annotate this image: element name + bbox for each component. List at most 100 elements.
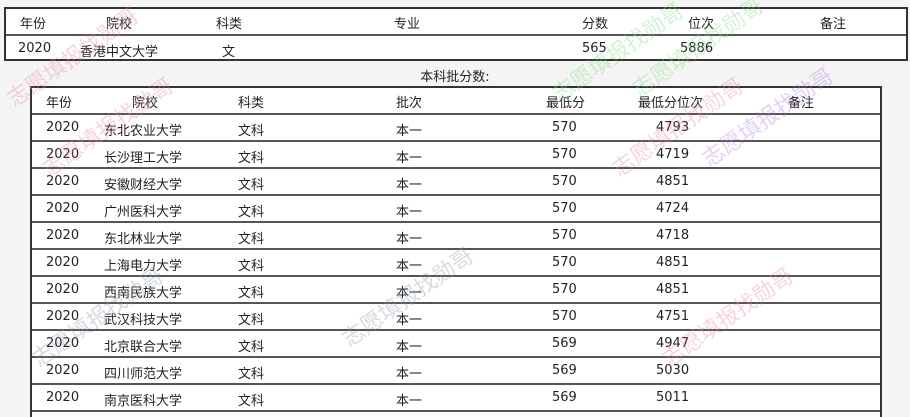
- cell-school: 四川师范大学: [104, 367, 183, 382]
- table-row: 2020 南京医科大学 文科 本一 569 5011: [32, 385, 880, 412]
- cell-year: 2020: [46, 363, 80, 378]
- cell-min-rank: 4718: [656, 228, 690, 243]
- cell-year: 2020: [46, 174, 80, 189]
- header-note: 备注: [788, 96, 815, 111]
- header-school: 院校: [106, 17, 133, 32]
- table-row: 2020 长沙理工大学 文科 本一 570 4719: [32, 142, 880, 169]
- cell-school: 安徽财经大学: [104, 178, 183, 193]
- cell-category: 文科: [238, 232, 265, 247]
- table-row: 2020 西南民族大学 文科 本一 570 4851: [32, 277, 880, 304]
- cell-min-score: 570: [552, 174, 577, 189]
- cell-min-score: 569: [552, 363, 577, 378]
- cell-min-score: 570: [552, 282, 577, 297]
- table-row: 2020 安徽财经大学 文科 本一 570 4851: [32, 169, 880, 196]
- header-year: 年份: [46, 96, 73, 111]
- cell-min-rank: 4851: [656, 282, 690, 297]
- cell-batch: 本一: [396, 205, 423, 220]
- cell-category: 文科: [238, 394, 265, 409]
- cell-min-rank: 4851: [656, 255, 690, 270]
- cell-category: 文科: [238, 124, 265, 139]
- header-school: 院校: [132, 96, 159, 111]
- cell-year: 2020: [46, 390, 80, 405]
- cell-min-score: 570: [552, 201, 577, 216]
- table-row: 2020 上海电力大学 文科 本一 570 4851: [32, 250, 880, 277]
- cell-batch: 本一: [396, 124, 423, 139]
- cell-year: 2020: [46, 309, 80, 324]
- header-batch: 批次: [396, 96, 423, 111]
- cell-score: 565: [582, 41, 607, 56]
- cell-min-rank: 5011: [656, 390, 690, 405]
- cell-school: 南京医科大学: [104, 394, 183, 409]
- cell-school: 上海电力大学: [104, 259, 183, 274]
- cell-school: 广州医科大学: [104, 205, 183, 220]
- cell-year: 2020: [46, 255, 80, 270]
- cell-category: 文科: [238, 367, 265, 382]
- cell-category: 文科: [238, 259, 265, 274]
- cell-category: 文科: [238, 313, 265, 328]
- cell-batch: 本一: [396, 178, 423, 193]
- cell-min-rank: 4793: [656, 120, 690, 135]
- cell-year: 2020: [46, 120, 80, 135]
- cell-year: 2020: [46, 228, 80, 243]
- table-row: 2020 东北农业大学 文科 本一 570 4793: [32, 115, 880, 142]
- top-table-header: 年份 院校 科类 专业 分数 位次 备注: [6, 9, 906, 36]
- cell-min-rank: 4719: [656, 147, 690, 162]
- cell-year: 2020: [46, 201, 80, 216]
- header-min-score: 最低分: [546, 96, 586, 111]
- cell-batch: 本一: [396, 340, 423, 355]
- cell-school: 香港中文大学: [80, 45, 159, 60]
- header-year: 年份: [20, 17, 47, 32]
- cell-batch: 本一: [396, 367, 423, 382]
- cell-batch: 本一: [396, 313, 423, 328]
- batch-table-header: 年份 院校 科类 批次 最低分 最低分位次 备注: [32, 88, 880, 115]
- cell-rank: 5886: [680, 41, 714, 56]
- header-category: 科类: [238, 96, 265, 111]
- cell-year: 2020: [46, 336, 80, 351]
- table-row: 2020 武汉科技大学 文科 本一 570 4751: [32, 304, 880, 331]
- cell-school: 长沙理工大学: [104, 151, 183, 166]
- cell-category: 文科: [238, 178, 265, 193]
- cell-min-score: 569: [552, 336, 577, 351]
- cell-batch: 本一: [396, 286, 423, 301]
- top-score-table: 年份 院校 科类 专业 分数 位次 备注 2020 香港中文大学 文 565 5…: [4, 7, 908, 61]
- table-row: 2020 广州医科大学 文科 本一 570 4724: [32, 196, 880, 223]
- cell-school: 西南民族大学: [104, 286, 183, 301]
- cell-min-score: 569: [552, 390, 577, 405]
- cell-category: 文科: [238, 205, 265, 220]
- cell-category: 文科: [238, 286, 265, 301]
- cell-batch: 本一: [396, 151, 423, 166]
- header-min-rank: 最低分位次: [638, 96, 704, 111]
- cell-category: 文科: [238, 340, 265, 355]
- header-rank: 位次: [688, 17, 715, 32]
- cell-year: 2020: [46, 282, 80, 297]
- cell-school: 武汉科技大学: [104, 313, 183, 328]
- cell-category: 文科: [238, 151, 265, 166]
- cell-batch: 本一: [396, 394, 423, 409]
- batch-score-table: 年份 院校 科类 批次 最低分 最低分位次 备注 2020 东北农业大学 文科 本一 5…: [30, 86, 882, 417]
- cell-year: 2020: [18, 41, 52, 56]
- cell-batch: 本一: [396, 232, 423, 247]
- cell-min-score: 570: [552, 255, 577, 270]
- cell-school: 北京联合大学: [104, 340, 183, 355]
- cell-min-score: 570: [552, 147, 577, 162]
- cell-category: 文: [222, 45, 236, 60]
- cell-min-rank: 4947: [656, 336, 690, 351]
- table-row: 2020 东北林业大学 文科 本一 570 4718: [32, 223, 880, 250]
- cell-school: 东北农业大学: [104, 124, 183, 139]
- cell-year: 2020: [46, 147, 80, 162]
- header-major: 专业: [394, 17, 421, 32]
- cell-min-score: 570: [552, 309, 577, 324]
- header-note: 备注: [820, 17, 847, 32]
- cell-min-score: 570: [552, 120, 577, 135]
- table-row: 2020 香港中文大学 文 565 5886: [6, 36, 906, 63]
- cell-min-rank: 5030: [656, 363, 690, 378]
- cell-min-score: 570: [552, 228, 577, 243]
- cell-batch: 本一: [396, 259, 423, 274]
- header-category: 科类: [216, 17, 243, 32]
- table-row: 2020 四川师范大学 文科 本一 569 5030: [32, 358, 880, 385]
- cell-school: 东北林业大学: [104, 232, 183, 247]
- table-row: 2020 北京联合大学 文科 本一 569 4947: [32, 331, 880, 358]
- header-score: 分数: [582, 17, 609, 32]
- cell-min-rank: 4724: [656, 201, 690, 216]
- section-caption: 本科批分数:: [420, 70, 490, 85]
